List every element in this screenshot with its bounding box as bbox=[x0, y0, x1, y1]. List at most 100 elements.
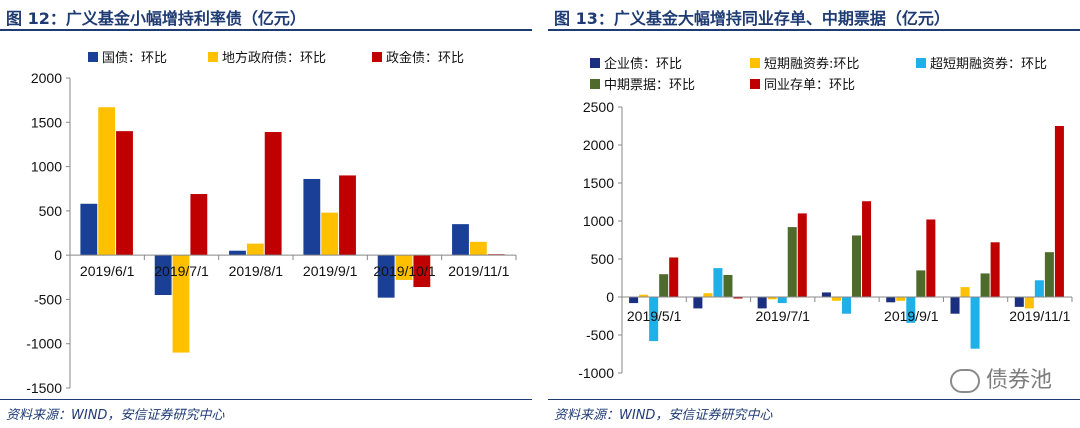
y-tick-label: 1500 bbox=[583, 175, 614, 191]
bar bbox=[1024, 297, 1034, 309]
y-tick-label: 0 bbox=[606, 289, 614, 305]
right-chart-source: 资料来源：WIND，安信证券研究中心 bbox=[554, 408, 773, 423]
legend-label: 政金债：环比 bbox=[386, 50, 464, 66]
x-tick-label: 2019/11/1 bbox=[448, 263, 509, 279]
bar bbox=[960, 287, 970, 297]
bar bbox=[777, 297, 787, 304]
y-tick-label: 2000 bbox=[583, 137, 614, 153]
right-chart-title: 图 13：广义基金大幅增持同业存单、中期票据（亿元） bbox=[554, 9, 950, 28]
x-tick-label: 2019/7/1 bbox=[755, 308, 810, 324]
y-tick-label: 1000 bbox=[31, 159, 62, 175]
bar bbox=[469, 241, 487, 256]
right-title-rule bbox=[548, 29, 1080, 31]
y-tick-label: -500 bbox=[586, 327, 614, 343]
bar bbox=[395, 255, 413, 280]
legend-label: 同业存单：环比 bbox=[764, 78, 855, 93]
wechat-icon bbox=[949, 369, 980, 393]
bar bbox=[1034, 280, 1044, 297]
bar bbox=[377, 255, 395, 298]
x-tick-label: 2019/11/1 bbox=[1009, 308, 1070, 324]
bar bbox=[733, 297, 743, 299]
bar bbox=[821, 292, 831, 297]
bar bbox=[831, 297, 841, 301]
bar bbox=[693, 297, 703, 309]
legend-label: 短期融资券:环比 bbox=[764, 56, 859, 72]
bar bbox=[713, 268, 723, 297]
legend-swatch bbox=[590, 58, 600, 68]
bar bbox=[1054, 126, 1064, 297]
legend-swatch bbox=[590, 79, 600, 89]
bar bbox=[629, 297, 639, 304]
bar bbox=[321, 212, 339, 256]
bar bbox=[154, 255, 172, 295]
legend-swatch bbox=[88, 52, 98, 62]
legend-swatch bbox=[208, 52, 218, 62]
bar bbox=[246, 243, 264, 256]
bar bbox=[906, 297, 916, 323]
right-chart-svg: -1000 -500 0 500 1000 1500 2000 2500 2019/5/1 201… bbox=[578, 56, 1073, 381]
y-tick-label: 2500 bbox=[583, 99, 614, 115]
y-tick-label: -1000 bbox=[26, 336, 62, 352]
bar bbox=[649, 297, 659, 342]
x-tick-label: 2019/8/1 bbox=[229, 263, 284, 279]
y-tick-label: 500 bbox=[591, 251, 615, 267]
bar bbox=[886, 297, 896, 303]
bar bbox=[841, 297, 852, 314]
bar bbox=[703, 293, 713, 297]
bar bbox=[229, 250, 246, 256]
left-chart-source: 资料来源：WIND，安信证券研究中心 bbox=[6, 408, 225, 423]
bar bbox=[970, 297, 980, 349]
bar bbox=[190, 194, 208, 256]
bar bbox=[723, 274, 733, 297]
bar bbox=[172, 255, 190, 353]
legend-label: 超短期融资券：环比 bbox=[930, 56, 1047, 72]
left-source-rule bbox=[0, 399, 532, 400]
bar bbox=[264, 132, 282, 256]
bar bbox=[413, 255, 431, 288]
y-tick-label: 500 bbox=[39, 203, 63, 219]
bar bbox=[916, 270, 926, 297]
bar bbox=[1014, 297, 1024, 307]
bar bbox=[659, 274, 669, 297]
bar bbox=[896, 297, 906, 301]
y-tick-label: 1000 bbox=[583, 213, 614, 229]
left-chart-title: 图 12：广义基金小幅增持利率债（亿元） bbox=[6, 9, 306, 28]
x-tick-label: 2019/9/1 bbox=[303, 263, 358, 279]
y-tick-label: -500 bbox=[34, 291, 62, 307]
right-chart-panel: 图 13：广义基金大幅增持同业存单、中期票据（亿元） -1000 -500 0 500… bbox=[548, 0, 1080, 428]
bar bbox=[80, 203, 98, 256]
bar bbox=[98, 107, 116, 256]
y-tick-label: -1000 bbox=[578, 365, 614, 381]
bar bbox=[787, 227, 797, 297]
left-chart-svg: -1500 -1000 -500 0 500 1000 1500 2000 2019/6/1 20… bbox=[26, 50, 517, 396]
legend-swatch bbox=[372, 52, 382, 62]
watermark-text: 债券池 bbox=[985, 368, 1052, 393]
bar bbox=[950, 297, 960, 314]
x-tick-label: 2019/10/1 bbox=[373, 263, 435, 279]
left-title-rule bbox=[0, 29, 532, 31]
bar bbox=[303, 178, 321, 256]
bar bbox=[757, 297, 767, 309]
y-tick-label: 2000 bbox=[31, 70, 62, 86]
x-tick-label: 2019/5/1 bbox=[627, 308, 682, 324]
bar bbox=[980, 273, 990, 297]
bar bbox=[926, 219, 936, 297]
y-tick-label: 1500 bbox=[31, 114, 62, 130]
bar bbox=[797, 213, 807, 297]
bar bbox=[116, 131, 133, 256]
bar bbox=[1044, 252, 1054, 297]
x-tick-label: 2019/6/1 bbox=[80, 263, 135, 279]
x-tick-label: 2019/9/1 bbox=[884, 308, 939, 324]
bar bbox=[852, 235, 862, 297]
right-source-rule bbox=[548, 399, 1080, 400]
legend-swatch bbox=[750, 58, 760, 68]
y-tick-label: -1500 bbox=[26, 380, 62, 396]
x-tick-label: 2019/7/1 bbox=[154, 263, 209, 279]
bar bbox=[339, 175, 356, 256]
bar bbox=[990, 242, 1000, 297]
bar bbox=[669, 257, 679, 297]
bar bbox=[452, 224, 469, 256]
legend-label: 企业债：环比 bbox=[604, 56, 682, 72]
watermark: 债券池 bbox=[949, 362, 1052, 394]
y-tick-label: 0 bbox=[54, 247, 62, 263]
